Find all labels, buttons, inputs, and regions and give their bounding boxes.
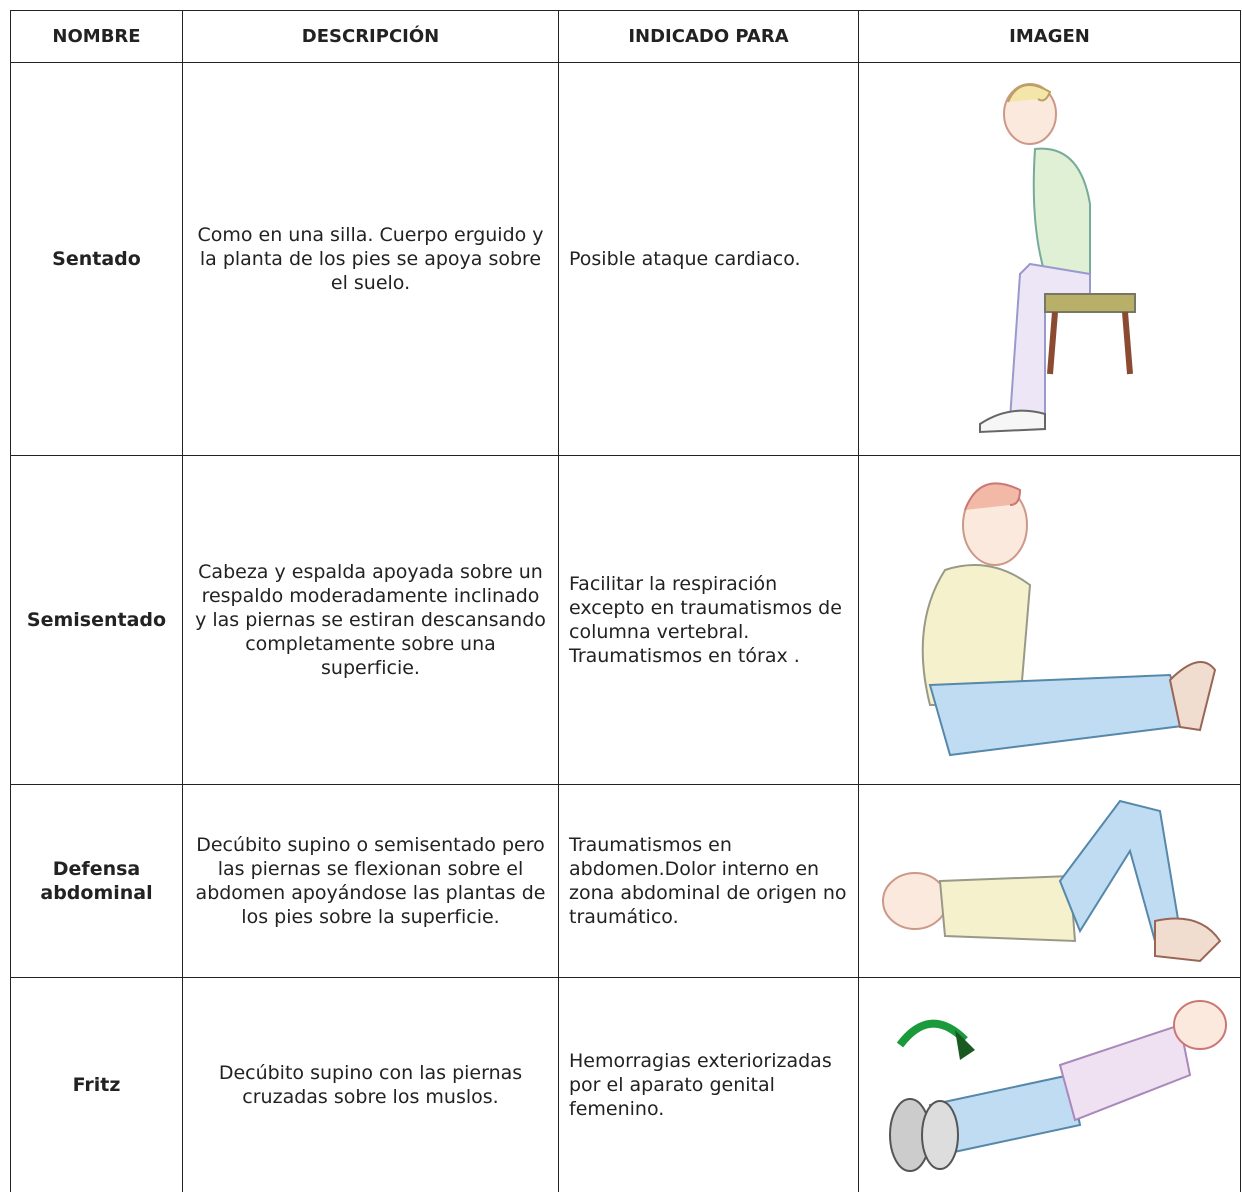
indication-cell: Traumatismos en abdomen.Dolor interno en… (558, 784, 859, 978)
row: Sentado Como en una silla. Cuerpo erguid… (10, 62, 1241, 456)
indication-cell: Hemorragias exteriorizadas por el aparat… (558, 977, 859, 1192)
row: Fritz Decúbito supino con las piernas cr… (10, 977, 1241, 1192)
semisitting-figure (921, 482, 1216, 757)
header-cell: NOMBRE (10, 10, 183, 63)
description-cell: Decúbito supino con las piernas cruzadas… (182, 977, 559, 1192)
fritz-figure (888, 999, 1227, 1172)
image-cell (858, 977, 1241, 1192)
image-cell (858, 455, 1241, 785)
indication-cell: Facilitar la respiración excepto en trau… (558, 455, 859, 785)
name-cell: Semisentado (10, 455, 183, 785)
description-cell: Cabeza y espalda apoyada sobre un respal… (182, 455, 559, 785)
image-cell (858, 784, 1241, 978)
image-cell (858, 62, 1241, 456)
header-cell: IMAGEN (858, 10, 1241, 63)
header-row: NOMBRE DESCRIPCIÓN INDICADO PARA IMAGEN (10, 10, 1241, 63)
row: Semisentado Cabeza y espalda apoyada sob… (10, 455, 1241, 785)
header-cell: DESCRIPCIÓN (182, 10, 559, 63)
indication-cell: Posible ataque cardiaco. (558, 62, 859, 456)
row: Defensa abdominal Decúbito supino o semi… (10, 784, 1241, 978)
name-cell: Fritz (10, 977, 183, 1192)
name-cell: Sentado (10, 62, 183, 456)
name-cell: Defensa abdominal (10, 784, 183, 978)
description-cell: Como en una silla. Cuerpo erguido y la p… (182, 62, 559, 456)
sitting-figure (978, 83, 1136, 434)
header-cell: INDICADO PARA (558, 10, 859, 63)
description-cell: Decúbito supino o semisentado pero las p… (182, 784, 559, 978)
abdominal-figure (881, 799, 1221, 963)
positions-table: NOMBRE DESCRIPCIÓN INDICADO PARA IMAGEN … (10, 10, 1241, 1192)
